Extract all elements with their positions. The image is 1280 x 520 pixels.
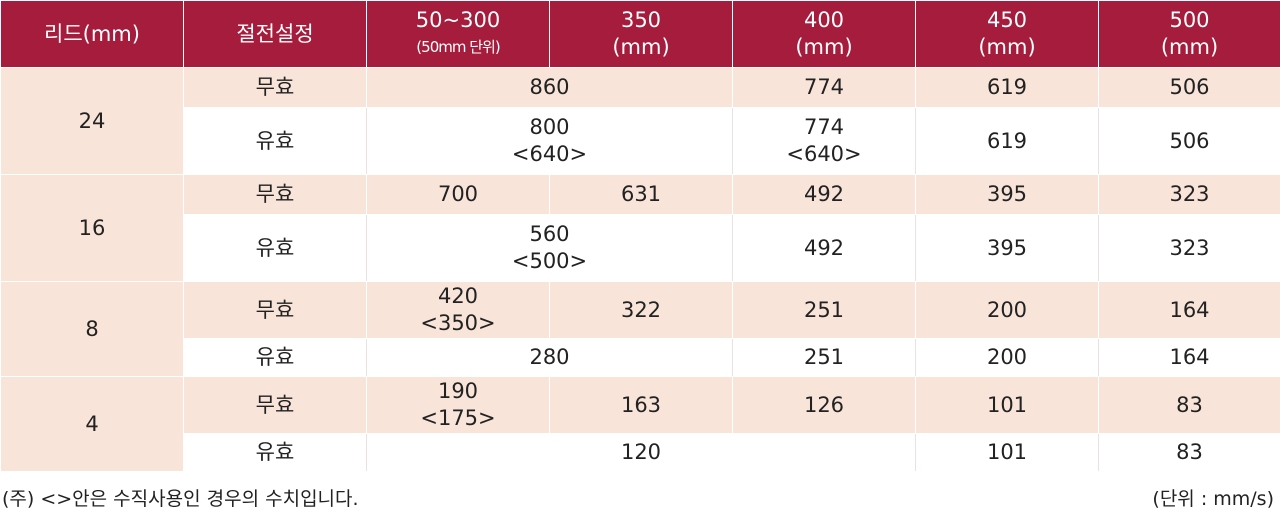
- value-line: <640>: [511, 142, 588, 166]
- value-cell: 323: [1098, 214, 1280, 282]
- value-cell: 190 <175>: [366, 376, 550, 434]
- value-cell: 492: [732, 174, 916, 215]
- header-row: 리드(mm) 절전설정 50~300 (50mm 단위) 350 (mm) 40…: [0, 0, 1280, 68]
- value-cell: 700: [366, 174, 550, 215]
- value-line: 560: [529, 222, 570, 246]
- value-line: 190: [437, 379, 479, 403]
- value-cell: 163: [549, 376, 733, 434]
- value-cell: 101: [915, 376, 1099, 434]
- header-400-value: 400: [803, 8, 845, 32]
- table-row: 16 무효 700 631 492 395 323: [0, 174, 1280, 282]
- header-450: 450 (mm): [915, 0, 1099, 68]
- vertical-use-note: (주) <>안은 수직사용인 경우의 수치입니다.: [2, 488, 359, 510]
- value-cell: 774: [732, 67, 916, 108]
- cutoff-cell: 유효: [183, 214, 367, 282]
- value-cell: 506: [1098, 107, 1280, 175]
- value-cell: 506: [1098, 67, 1280, 108]
- value-cell: 200: [915, 281, 1099, 339]
- header-500: 500 (mm): [1098, 0, 1280, 68]
- header-400-unit: (mm): [795, 35, 853, 59]
- header-350-unit: (mm): [612, 35, 670, 59]
- value-cell: 774 <640>: [732, 107, 916, 175]
- value-line: 420: [437, 284, 479, 308]
- value-line: 800: [529, 115, 570, 139]
- value-cell: 860: [366, 67, 733, 108]
- value-cell: 280: [366, 338, 733, 377]
- lead-cell: 16: [0, 174, 184, 282]
- value-cell: 126: [732, 376, 916, 434]
- value-line: <500>: [511, 249, 588, 273]
- header-350: 350 (mm): [549, 0, 733, 68]
- value-cell: 83: [1098, 433, 1280, 472]
- value-cell: 83: [1098, 376, 1280, 434]
- lead-cell: 4: [0, 376, 184, 472]
- value-cell: 560 <500>: [366, 214, 733, 282]
- value-cell: 200: [915, 338, 1099, 377]
- header-500-value: 500: [1169, 8, 1210, 32]
- cutoff-cell: 유효: [183, 338, 367, 377]
- unit-label: (단위 : mm/s): [1152, 488, 1274, 510]
- lead-cell: 8: [0, 281, 184, 377]
- table-row: 8 무효 420 <350> 322 251 200 164: [0, 281, 1280, 377]
- header-lead: 리드(mm): [0, 0, 184, 68]
- value-cell: 164: [1098, 281, 1280, 339]
- value-cell: 322: [549, 281, 733, 339]
- value-cell: 631: [549, 174, 733, 215]
- header-50-300: 50~300 (50mm 단위): [366, 0, 550, 68]
- value-line: <350>: [420, 311, 496, 335]
- cutoff-cell: 무효: [183, 376, 367, 434]
- header-400: 400 (mm): [732, 0, 916, 68]
- table-row: 4 무효 190 <175> 163 126 101 83: [0, 376, 1280, 472]
- table-row: 24 무효 860 774 619 506: [0, 67, 1280, 175]
- header-450-unit: (mm): [978, 35, 1036, 59]
- value-line: <175>: [420, 406, 496, 430]
- table-row: 유효 280 251 200 164: [1, 338, 1280, 377]
- value-cell: 101: [915, 433, 1099, 472]
- value-line: 774: [803, 115, 845, 139]
- cutoff-cell: 유효: [183, 433, 367, 472]
- value-cell: 251: [732, 281, 916, 339]
- table-row: 유효 800 <640> 774 <640> 619 506: [1, 107, 1280, 175]
- value-line: <640>: [786, 142, 862, 166]
- value-cell: 619: [915, 107, 1099, 175]
- value-cell: 395: [915, 174, 1099, 215]
- lead-cell: 24: [0, 67, 184, 175]
- table-row: 유효 120 101 83: [1, 433, 1280, 472]
- header-450-value: 450: [986, 8, 1028, 32]
- value-cell: 395: [915, 214, 1099, 282]
- value-cell: 619: [915, 67, 1099, 108]
- value-cell: 323: [1098, 174, 1280, 215]
- value-cell: 420 <350>: [366, 281, 550, 339]
- header-500-unit: (mm): [1160, 35, 1219, 59]
- speed-table: 리드(mm) 절전설정 50~300 (50mm 단위) 350 (mm) 40…: [0, 0, 1280, 472]
- header-350-value: 350: [620, 8, 662, 32]
- header-50-300-main: 50~300: [415, 8, 501, 32]
- header-cutoff: 절전설정: [183, 0, 367, 68]
- value-cell: 800 <640>: [366, 107, 733, 175]
- value-cell: 120: [366, 433, 916, 472]
- table-row: 유효 560 <500> 492 395 323: [1, 214, 1280, 282]
- cutoff-cell: 무효: [183, 281, 367, 339]
- cutoff-cell: 유효: [183, 107, 367, 175]
- value-cell: 492: [732, 214, 916, 282]
- cutoff-cell: 무효: [183, 67, 367, 108]
- table-footer: (주) <>안은 수직사용인 경우의 수치입니다. (단위 : mm/s): [0, 484, 1280, 520]
- header-50-300-sub: (50mm 단위): [416, 38, 500, 56]
- value-cell: 251: [732, 338, 916, 377]
- cutoff-cell: 무효: [183, 174, 367, 215]
- value-cell: 164: [1098, 338, 1280, 377]
